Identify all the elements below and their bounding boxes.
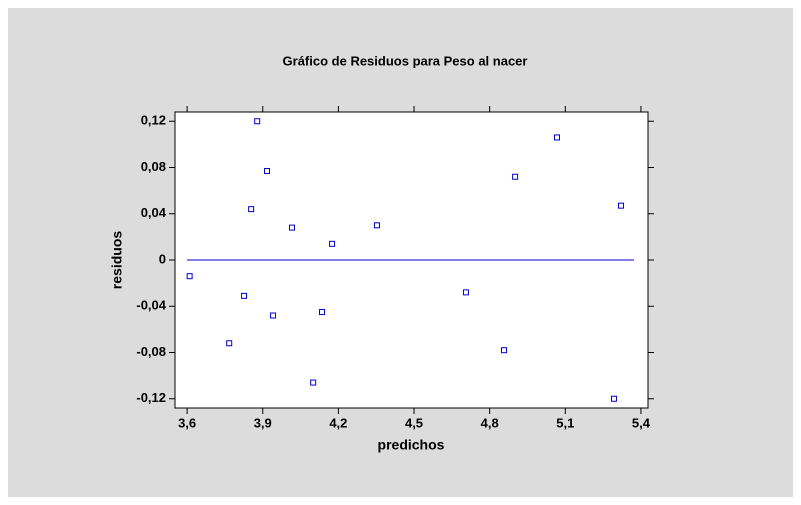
data-point [288,224,295,231]
data-point [512,173,519,180]
data-point [186,273,193,280]
x-tick-label: 5,1 [556,415,574,430]
data-point [248,206,255,213]
data-point [270,312,277,319]
data-point [241,292,248,299]
x-tick-label: 3,9 [254,415,272,430]
x-tick-label: 4,2 [329,415,347,430]
x-tick-label: 4,5 [405,415,423,430]
x-tick-label: 3,6 [178,415,196,430]
x-axis-label: predichos [378,437,445,453]
x-tick-label: 5,4 [632,415,651,430]
data-point [553,134,560,141]
data-point [373,222,380,229]
data-point [329,240,336,247]
y-tick-label: -0,12 [136,390,166,405]
y-tick-label: -0,08 [136,344,166,359]
data-point [226,340,233,347]
y-tick-label: 0,04 [141,205,167,220]
data-point [318,309,325,316]
data-point [310,379,317,386]
chart-title: Gráfico de Residuos para Peso al nacer [283,53,528,68]
data-point [501,347,508,354]
data-point [610,395,617,402]
y-tick-label: -0,04 [136,298,166,313]
data-point [254,118,261,125]
y-tick-label: 0 [159,251,166,266]
data-point [264,167,271,174]
y-axis-label: residuos [109,231,125,290]
x-tick-label: 4,8 [481,415,499,430]
data-point [462,289,469,296]
y-tick-label: 0,12 [141,113,166,128]
y-tick-label: 0,08 [141,159,166,174]
data-point [618,202,625,209]
